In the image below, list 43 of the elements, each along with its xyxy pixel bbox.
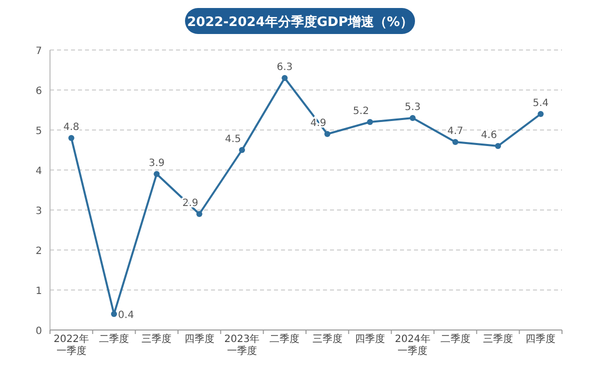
x-tick-label: 三季度 — [482, 334, 514, 346]
data-label: 4.6 — [481, 130, 497, 141]
y-tick-label: 7 — [36, 46, 42, 57]
y-tick-label: 3 — [36, 206, 42, 217]
data-label: 5.2 — [353, 106, 369, 117]
y-tick-label: 5 — [36, 126, 42, 137]
x-tick-label: 四季度 — [183, 334, 216, 346]
x-tick-label: 2023年一季度 — [223, 334, 261, 358]
data-label: 0.4 — [118, 310, 134, 321]
data-label: 5.3 — [404, 102, 421, 113]
point — [452, 139, 458, 145]
x-tick-label: 三季度 — [140, 334, 173, 346]
data-label: 4.5 — [225, 134, 241, 145]
y-tick-label: 2 — [36, 246, 42, 257]
x-tick-label: 二季度 — [98, 334, 130, 346]
point — [324, 131, 330, 137]
point — [239, 147, 245, 153]
data-label: 6.3 — [276, 62, 293, 73]
point — [410, 115, 416, 121]
chart-title: 2022-2024年分季度GDP增速（%） — [187, 14, 413, 30]
data-label: 4.8 — [63, 122, 80, 133]
y-tick-label: 1 — [36, 286, 42, 297]
point — [282, 75, 288, 81]
x-tick-label: 2022年一季度 — [52, 334, 90, 358]
point — [196, 211, 202, 217]
data-label: 3.9 — [148, 158, 165, 169]
point — [495, 143, 501, 149]
point — [68, 135, 74, 141]
data-label: 5.4 — [532, 98, 549, 109]
x-tick-label: 二季度 — [268, 334, 301, 346]
point — [367, 119, 373, 125]
x-tick-label: 三季度 — [311, 334, 344, 346]
x-tick-label: 二季度 — [439, 334, 472, 346]
y-tick-label: 6 — [36, 86, 42, 97]
x-tick-label: 四季度 — [354, 334, 386, 346]
point — [154, 171, 160, 177]
x-tick-label: 2024年一季度 — [394, 334, 432, 358]
data-label: 4.7 — [447, 126, 464, 137]
y-tick-label: 0 — [36, 326, 42, 337]
point — [538, 111, 544, 117]
point — [111, 311, 117, 317]
x-tick-label: 四季度 — [524, 334, 557, 346]
y-tick-label: 4 — [36, 166, 42, 177]
